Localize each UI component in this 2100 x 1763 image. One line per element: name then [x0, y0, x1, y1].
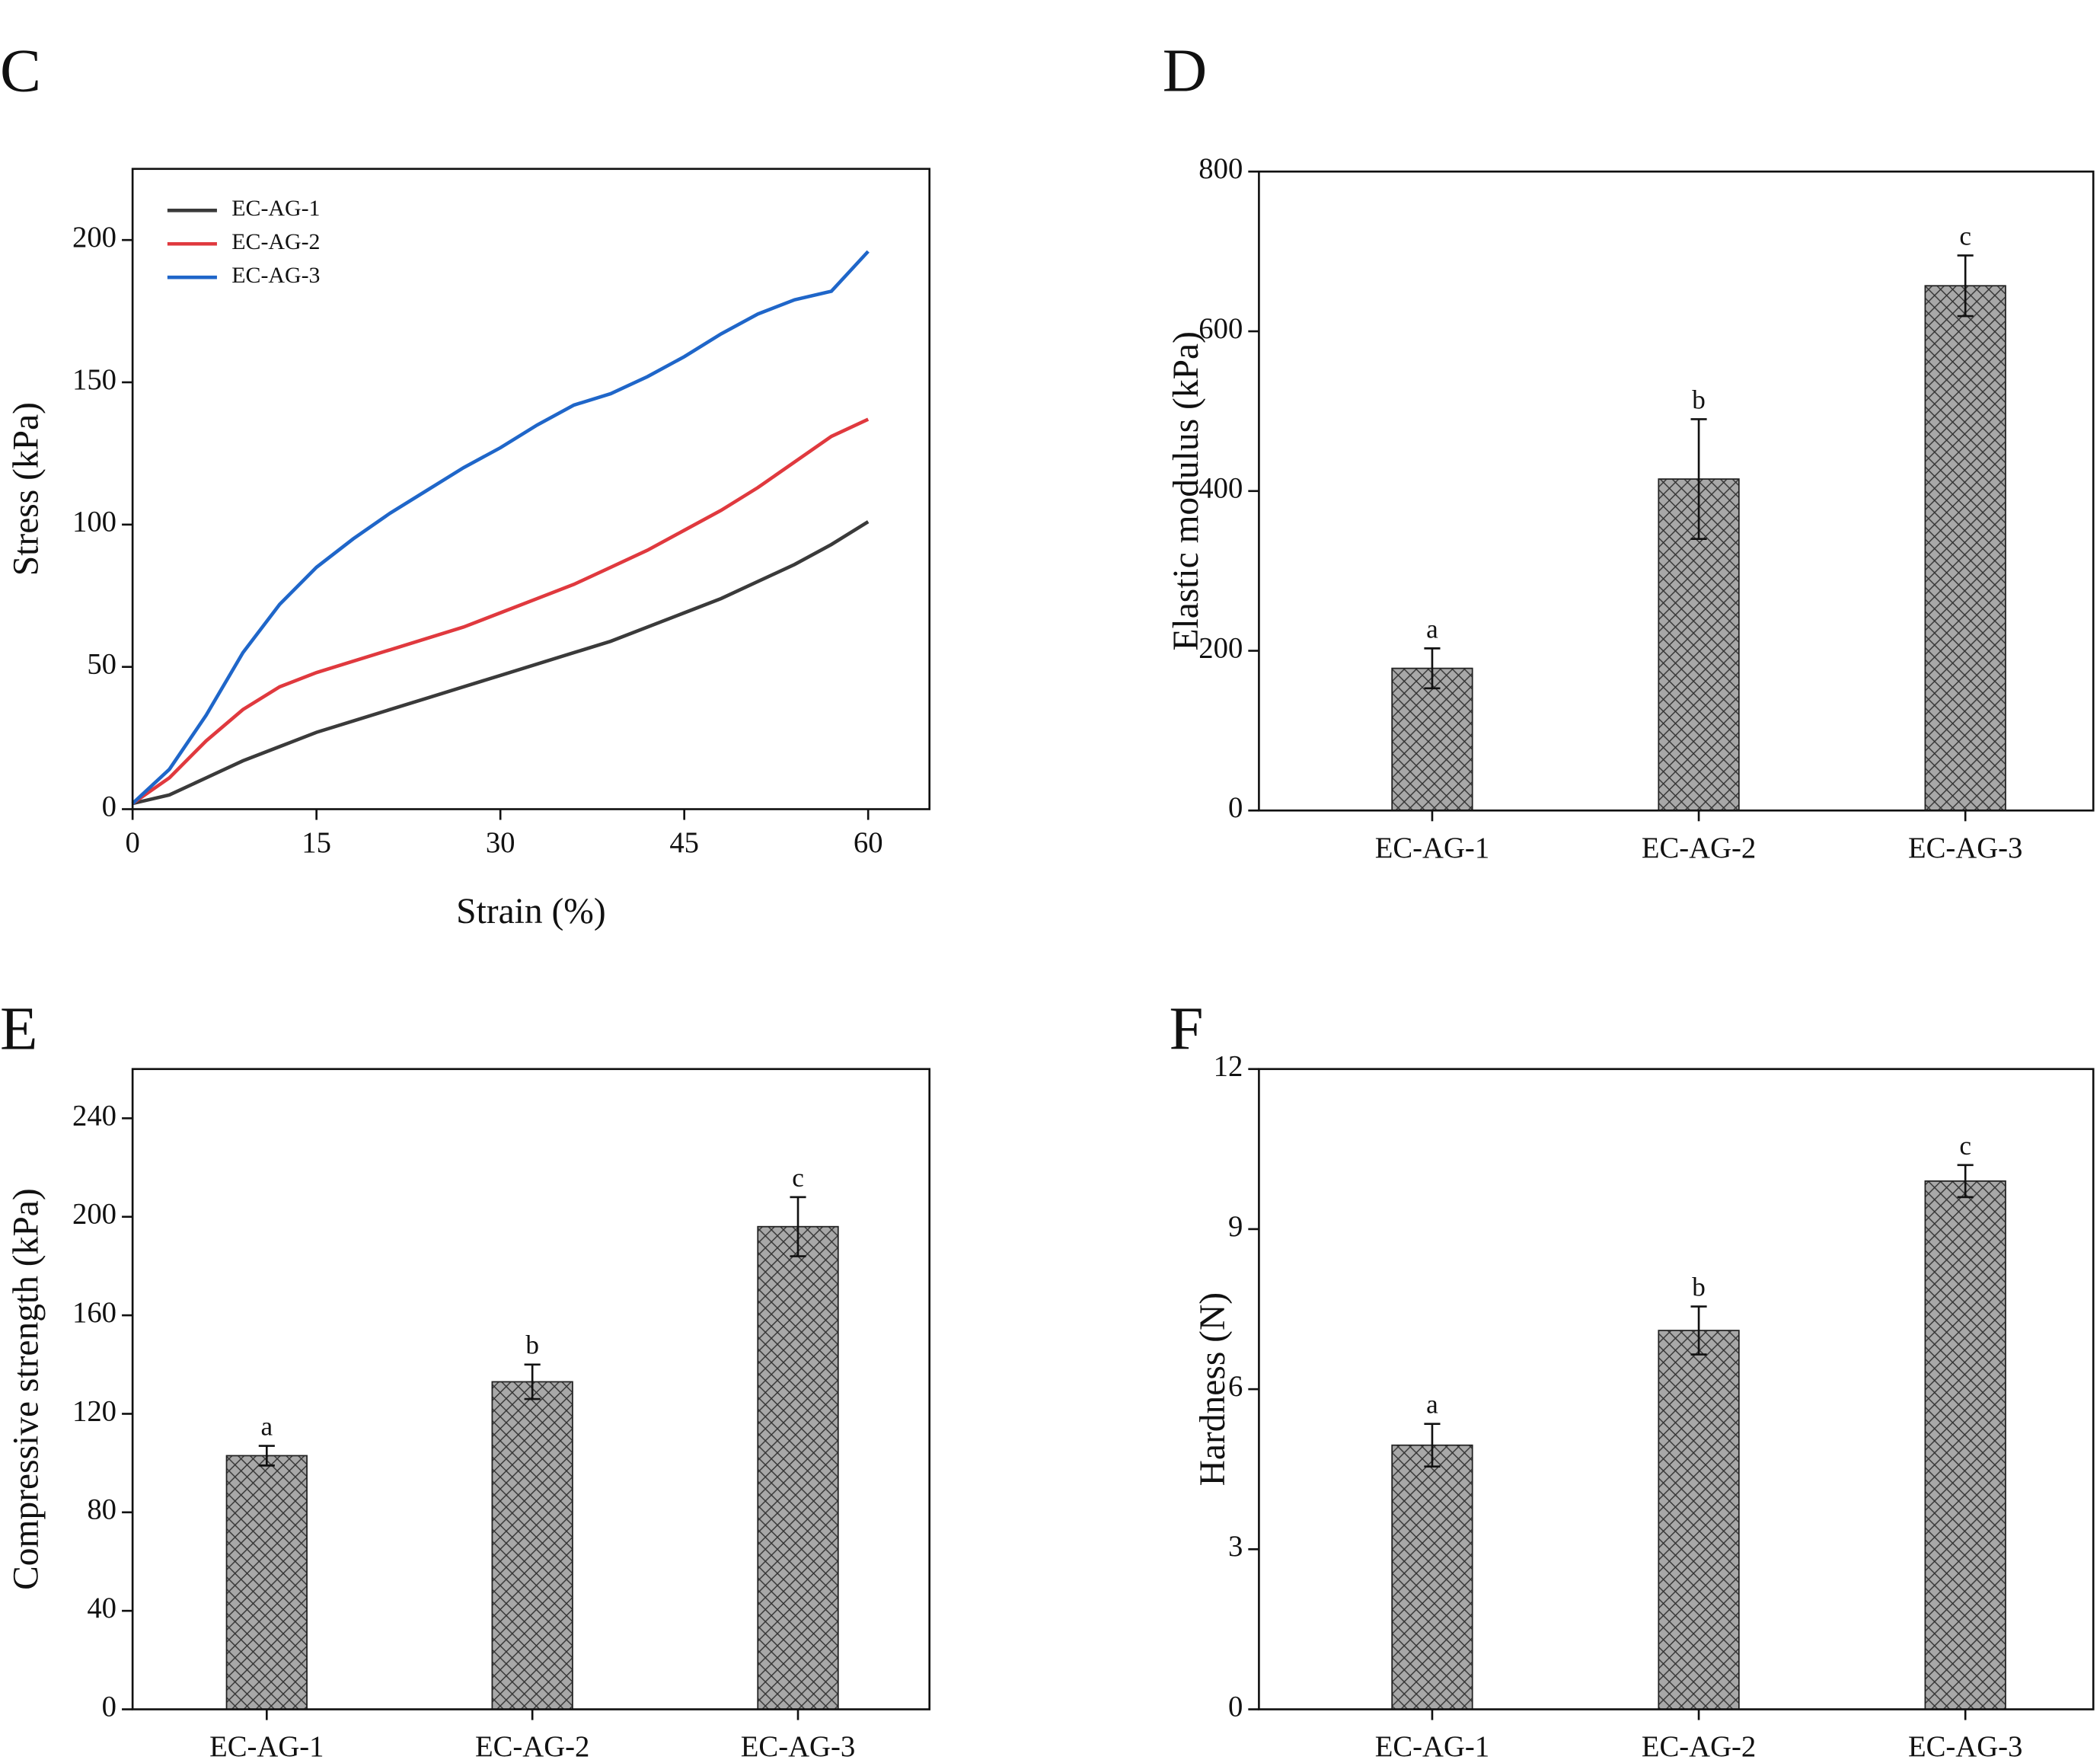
legend-label: EC-AG-1	[231, 196, 320, 221]
y-tick-label: 400	[1198, 473, 1243, 505]
y-tick-label: 0	[102, 790, 116, 822]
line-series	[131, 250, 870, 805]
panel-label: C	[0, 37, 41, 105]
axes-frame	[131, 168, 931, 810]
legend-label: EC-AG-2	[231, 229, 320, 254]
x-tick-label: EC-AG-2	[1642, 832, 1756, 864]
x-tick-label: 60	[854, 827, 883, 859]
x-tick-label: EC-AG-1	[1375, 832, 1489, 864]
x-tick-label: EC-AG-3	[741, 1731, 855, 1763]
significance-letter: a	[261, 1411, 273, 1441]
significance-letter: c	[1959, 221, 1971, 251]
panel-label: E	[0, 994, 37, 1062]
error-bar	[1424, 647, 1441, 690]
error-bar	[1690, 418, 1707, 541]
x-tick-label: EC-AG-3	[1908, 1731, 2022, 1763]
bar	[225, 1455, 308, 1710]
legend-label: EC-AG-3	[231, 263, 320, 288]
y-tick-label: 100	[72, 506, 116, 538]
x-tick-label: EC-AG-2	[1642, 1731, 1756, 1763]
y-axis-title: Compressive strength (kPa)	[7, 1188, 46, 1590]
y-axis-title: Stress (kPa)	[7, 402, 46, 576]
line-series	[132, 520, 870, 806]
y-tick-label: 80	[87, 1494, 116, 1526]
significance-letter: a	[1426, 614, 1438, 644]
y-tick-label: 40	[87, 1592, 116, 1624]
axes-frame	[131, 1068, 931, 1710]
x-tick-label: EC-AG-3	[1908, 832, 2022, 864]
error-bar	[790, 1196, 806, 1257]
significance-letter: b	[525, 1330, 539, 1360]
x-tick-label: EC-AG-2	[475, 1731, 589, 1763]
bar	[1924, 285, 2006, 812]
error-bar	[1690, 1305, 1707, 1356]
panel-label: D	[1163, 37, 1207, 105]
bar	[1924, 1180, 2006, 1710]
y-tick-label: 800	[1198, 153, 1243, 185]
x-tick-label: 15	[302, 827, 331, 859]
y-tick-label: 3	[1228, 1531, 1243, 1563]
y-tick-label: 120	[72, 1395, 116, 1427]
x-tick-label: 30	[486, 827, 515, 859]
error-bar	[1957, 1164, 1974, 1199]
y-axis-title: Elastic modulus (kPa)	[1166, 331, 1206, 650]
x-tick-label: 0	[125, 827, 139, 859]
y-tick-label: 0	[1228, 1691, 1243, 1723]
bar	[1658, 1330, 1740, 1710]
error-bar	[258, 1445, 275, 1467]
significance-letter: a	[1426, 1390, 1438, 1420]
panel-label: F	[1170, 994, 1204, 1062]
line-series	[131, 417, 870, 805]
y-tick-label: 160	[72, 1297, 116, 1329]
y-tick-label: 0	[102, 1691, 116, 1723]
y-axis-title: Hardness (N)	[1193, 1292, 1233, 1487]
y-tick-label: 9	[1228, 1211, 1243, 1243]
x-axis-title: Strain (%)	[456, 892, 605, 931]
y-tick-label: 200	[72, 1199, 116, 1231]
y-tick-label: 240	[72, 1100, 116, 1132]
x-tick-label: 45	[669, 827, 699, 859]
y-tick-label: 0	[1228, 792, 1243, 824]
error-bar	[1957, 254, 1974, 318]
y-tick-label: 150	[72, 364, 116, 396]
bar	[491, 1381, 573, 1710]
significance-letter: c	[1959, 1131, 1971, 1161]
bar	[757, 1225, 839, 1710]
bar	[1391, 667, 1473, 812]
error-bar	[1424, 1423, 1441, 1468]
significance-letter: b	[1692, 1272, 1706, 1301]
y-tick-label: 600	[1198, 313, 1243, 345]
y-tick-label: 50	[87, 649, 116, 681]
y-tick-label: 12	[1214, 1051, 1243, 1083]
error-bar	[524, 1363, 541, 1400]
x-tick-label: EC-AG-1	[1375, 1731, 1489, 1763]
y-tick-label: 200	[72, 222, 116, 254]
y-tick-label: 200	[1198, 632, 1243, 664]
significance-letter: b	[1692, 385, 1706, 414]
axes-frame	[1258, 1068, 2095, 1710]
bar	[1391, 1444, 1473, 1710]
axes-frame	[1258, 170, 2095, 812]
x-tick-label: EC-AG-1	[209, 1731, 324, 1763]
y-tick-label: 6	[1228, 1371, 1243, 1403]
significance-letter: c	[792, 1163, 804, 1193]
